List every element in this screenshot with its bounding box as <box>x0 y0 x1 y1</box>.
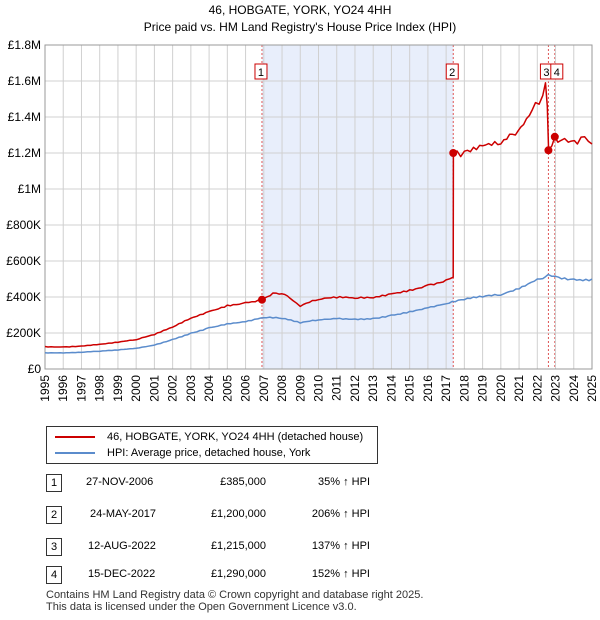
transaction-price: £1,200,000 <box>210 508 266 520</box>
legend-swatch-property <box>55 436 95 438</box>
transaction-hpi: 35% ↑ HPI <box>318 476 370 488</box>
transaction-number: 4 <box>46 566 62 584</box>
sale-point <box>550 132 559 141</box>
x-tick-label: 2012 <box>348 375 362 402</box>
transaction-row: 1 27-NOV-2006 £385,000 35% ↑ HPI <box>46 474 426 492</box>
x-tick-label: 2004 <box>202 375 216 402</box>
plot-frame <box>44 44 593 370</box>
transaction-number: 1 <box>46 474 62 492</box>
sale-point <box>449 149 458 157</box>
x-tick-label: 2008 <box>275 375 289 402</box>
sale-label: 3 <box>543 67 549 79</box>
legend-swatch-hpi <box>55 452 95 454</box>
x-tick-label: 2019 <box>476 375 490 402</box>
x-tick-label: 2017 <box>439 375 453 402</box>
x-tick-label: 2013 <box>366 375 380 402</box>
x-tick-label: 2007 <box>257 375 271 402</box>
x-tick-label: 2022 <box>530 375 544 402</box>
ownership-period-shade <box>261 45 454 369</box>
transaction-date: 15-DEC-2022 <box>88 568 156 580</box>
x-tick-label: 2003 <box>184 375 198 402</box>
sale-label: 1 <box>258 67 264 79</box>
x-tick-label: 2005 <box>220 375 234 402</box>
x-tick-label: 2002 <box>166 375 180 402</box>
x-tick-label: 1997 <box>74 375 88 402</box>
transaction-row: 4 15-DEC-2022 £1,290,000 152% ↑ HPI <box>46 566 426 584</box>
y-tick-label: £600K <box>6 254 41 268</box>
sale-label-box <box>254 63 268 80</box>
legend-item-property: 46, HOBGATE, YORK, YO24 4HH (detached ho… <box>55 430 363 444</box>
hpi-line <box>44 273 593 354</box>
x-tick-label: 2006 <box>239 375 253 402</box>
x-tick-label: 2024 <box>567 375 581 402</box>
transaction-price: £385,000 <box>220 476 266 488</box>
y-tick-label: £0 <box>28 362 42 376</box>
transaction-row: 2 24-MAY-2017 £1,200,000 206% ↑ HPI <box>46 506 426 524</box>
transaction-date: 12-AUG-2022 <box>88 540 156 552</box>
transaction-date: 24-MAY-2017 <box>90 508 157 520</box>
sale-label-box <box>550 63 564 80</box>
x-tick-label: 2009 <box>293 375 307 402</box>
price-chart: 46, HOBGATE, YORK, YO24 4HH Price paid v… <box>6 3 599 402</box>
transaction-hpi: 137% ↑ HPI <box>311 540 370 552</box>
y-tick-label: £200K <box>6 326 41 340</box>
x-tick-label: 1995 <box>38 375 52 402</box>
y-tick-label: £1.8M <box>8 38 41 52</box>
transaction-price: £1,215,000 <box>210 540 266 552</box>
sale-label: 4 <box>554 67 560 79</box>
sale-label-box <box>445 63 459 80</box>
x-tick-label: 2016 <box>421 375 435 402</box>
x-tick-label: 1998 <box>93 375 107 402</box>
footer-license: This data is licensed under the Open Gov… <box>46 601 357 613</box>
chart-legend: 46, HOBGATE, YORK, YO24 4HH (detached ho… <box>46 426 378 464</box>
transaction-number: 3 <box>46 538 62 556</box>
x-tick-label: 2001 <box>147 375 161 402</box>
sale-point <box>544 146 553 155</box>
chart-subtitle: Price paid vs. HM Land Registry's House … <box>144 20 456 34</box>
x-tick-label: 1999 <box>111 375 125 402</box>
y-tick-label: £1.4M <box>8 110 41 124</box>
x-tick-label: 2023 <box>549 375 563 402</box>
x-tick-label: 2011 <box>330 375 344 401</box>
sale-label: 2 <box>449 67 455 79</box>
transaction-hpi: 152% ↑ HPI <box>311 568 370 580</box>
x-tick-label: 1996 <box>56 375 70 402</box>
property-price-line <box>44 82 593 348</box>
transaction-row: 3 12-AUG-2022 £1,215,000 137% ↑ HPI <box>46 538 426 556</box>
transaction-price: £1,290,000 <box>210 568 266 580</box>
legend-label-hpi: HPI: Average price, detached house, York <box>107 447 311 459</box>
x-tick-label: 2025 <box>585 375 599 402</box>
y-tick-label: £400K <box>6 290 41 304</box>
transaction-date: 27-NOV-2006 <box>86 476 154 488</box>
x-tick-label: 2020 <box>494 375 508 402</box>
x-tick-label: 2000 <box>129 375 143 402</box>
x-tick-label: 2010 <box>312 375 326 402</box>
y-tick-label: £1M <box>18 182 41 196</box>
x-tick-label: 2014 <box>384 375 398 402</box>
x-tick-label: 2015 <box>403 375 417 402</box>
x-tick-label: 2018 <box>457 375 471 402</box>
y-tick-label: £1.2M <box>8 146 41 160</box>
y-tick-label: £1.6M <box>8 74 41 88</box>
chart-title: 46, HOBGATE, YORK, YO24 4HH <box>209 3 392 17</box>
x-tick-label: 2021 <box>512 375 526 402</box>
y-tick-label: £800K <box>6 218 41 232</box>
transaction-hpi: 206% ↑ HPI <box>311 508 370 520</box>
footer-copyright: Contains HM Land Registry data © Crown c… <box>46 589 424 601</box>
transaction-number: 2 <box>46 506 62 524</box>
legend-label-property: 46, HOBGATE, YORK, YO24 4HH (detached ho… <box>107 431 364 443</box>
legend-item-hpi: HPI: Average price, detached house, York <box>55 446 310 460</box>
sale-point <box>257 295 266 304</box>
